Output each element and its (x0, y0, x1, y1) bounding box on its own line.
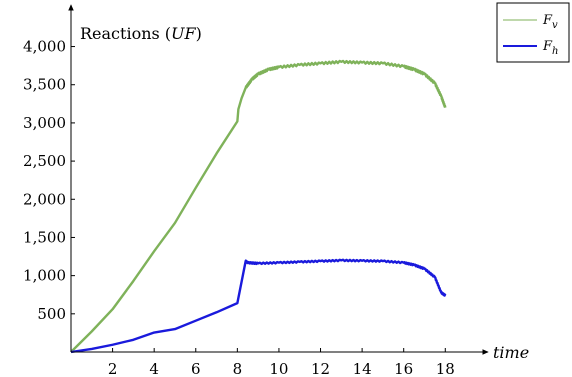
y-tick-label: 500 (37, 305, 66, 323)
y-tick-label: 1,500 (23, 228, 66, 246)
x-tick-label: 6 (191, 360, 201, 377)
x-tick-label: 14 (353, 360, 372, 377)
x-ticks: 2 4 6 8 10 12 14 16 18 (108, 348, 455, 377)
y-tick-label: 3,500 (23, 76, 66, 94)
legend: Fv Fh (496, 2, 570, 63)
y-tick-label: 2,000 (23, 190, 66, 208)
legend-box (496, 2, 570, 63)
x-tick-label: 12 (311, 360, 330, 377)
legend-label: Fv (542, 13, 558, 31)
y-ticks: 500 1,000 1,500 2,000 2,500 3,000 3,500 4,000 (23, 38, 75, 323)
x-axis-title: time (493, 343, 529, 362)
series-layer (70, 59, 447, 354)
series-line-fh (70, 258, 447, 354)
x-tick-label: 4 (149, 360, 159, 377)
x-tick-label: 18 (436, 360, 455, 377)
series-line-fv (70, 59, 447, 353)
y-tick-label: 2,500 (23, 152, 66, 170)
legend-label: Fh (542, 39, 558, 57)
y-tick-label: 4,000 (23, 38, 66, 56)
x-tick-label: 2 (108, 360, 118, 377)
y-tick-label: 1,000 (23, 267, 66, 285)
y-axis-title: Reactions (UF) (80, 24, 202, 43)
x-tick-label: 8 (233, 360, 243, 377)
x-tick-label: 16 (394, 360, 413, 377)
y-tick-label: 3,000 (23, 114, 66, 132)
x-tick-label: 10 (269, 360, 288, 377)
